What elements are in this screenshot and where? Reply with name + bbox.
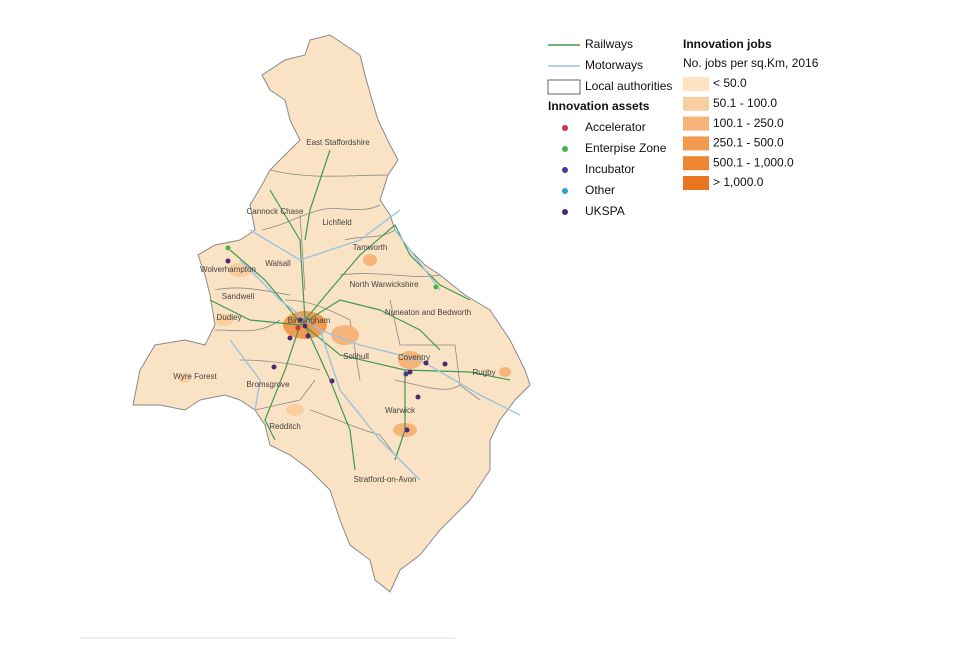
motorways [229, 209, 521, 481]
legend-heading: Innovation assets [548, 99, 650, 113]
area-label: Lichfield [322, 218, 351, 227]
legend-class-swatch [683, 77, 709, 91]
area-label: Stratford-on-Avon [354, 475, 417, 484]
area-label: Sandwell [222, 292, 255, 301]
legend-label: Local authorities [585, 79, 672, 93]
legend-label: < 50.0 [713, 76, 747, 90]
legend-label: 500.1 - 1,000.0 [713, 155, 794, 169]
legend-label: > 1,000.0 [713, 175, 764, 189]
area-label: North Warwickshire [349, 280, 419, 289]
area-label: Dudley [217, 313, 242, 322]
legend-label: 250.1 - 500.0 [713, 136, 784, 150]
legend-label: UKSPA [585, 204, 625, 218]
railways [209, 149, 511, 471]
area-label: Wyre Forest [173, 372, 217, 381]
region [132, 34, 531, 593]
area-label: Wolverhampton [200, 265, 256, 274]
area-label: Nuneaton and Bedworth [385, 308, 471, 317]
area-label: Bromsgrove [246, 380, 290, 389]
area-label: Cannock Chase [247, 207, 304, 216]
legend-heading: Innovation jobs [683, 37, 772, 51]
area-label: Walsall [265, 259, 291, 268]
area-label: Birmingham [288, 316, 331, 325]
legend-label: 50.1 - 100.0 [713, 96, 777, 110]
legend-label: Enterpise Zone [585, 141, 667, 155]
area-label: Rugby [472, 368, 495, 377]
legend-class-swatch [683, 156, 709, 171]
legend-label: Motorways [585, 58, 643, 72]
legend-asset-dot [562, 146, 568, 152]
area-label: Redditch [269, 422, 301, 431]
legend-label: Accelerator [585, 120, 646, 134]
asset-points [225, 245, 448, 433]
legend-label: Incubator [585, 162, 635, 176]
legend-class-swatch [683, 96, 709, 111]
legend-asset-dot [562, 188, 568, 194]
legend-class-swatch [683, 176, 709, 190]
legend-asset-dot [562, 209, 568, 215]
legend-asset-dot [562, 125, 568, 131]
legend-label: 100.1 - 250.0 [713, 116, 784, 130]
area-label: Tamworth [353, 243, 388, 252]
legend-subtitle: No. jobs per sq.Km, 2016 [683, 56, 819, 70]
legend-label: Other [585, 183, 615, 197]
area-label: Solihull [343, 352, 369, 361]
legend-class-swatch [683, 136, 709, 151]
legend-boundary-swatch [547, 79, 581, 95]
area-label: East Staffordshire [306, 138, 370, 147]
legend-label: Railways [585, 37, 633, 51]
legend-class-swatch [683, 116, 709, 131]
legend-asset-dot [562, 167, 568, 173]
area-label: Coventry [398, 353, 430, 362]
area-label: Warwick [385, 406, 416, 415]
